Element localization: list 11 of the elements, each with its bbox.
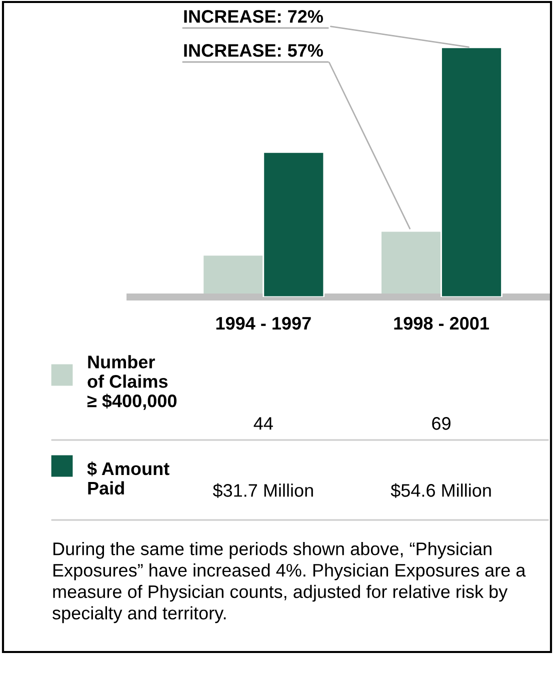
data-label: $31.7 Million <box>212 483 313 498</box>
legend-label: $ Amount Paid <box>87 462 170 495</box>
text: During the same time periods shown above, “Physician Exposures” have increased 4%. Physician Exposures are a measure of Physician counts, adjusted for relative risk by specialty and territory. <box>52 542 526 624</box>
data-label: 69 <box>432 417 450 430</box>
text: INCREASE: 57% <box>184 44 323 57</box>
data-label: 44 <box>254 417 273 430</box>
x-tick-label: 1998 - 2001 <box>394 316 489 330</box>
data-label: $54.6 Million <box>390 483 491 498</box>
text: INCREASE: 72% <box>184 10 323 23</box>
x-tick-label: 1994 - 1997 <box>216 316 311 330</box>
legend-label: Number of Claims ≥ $400,000 <box>87 355 176 410</box>
